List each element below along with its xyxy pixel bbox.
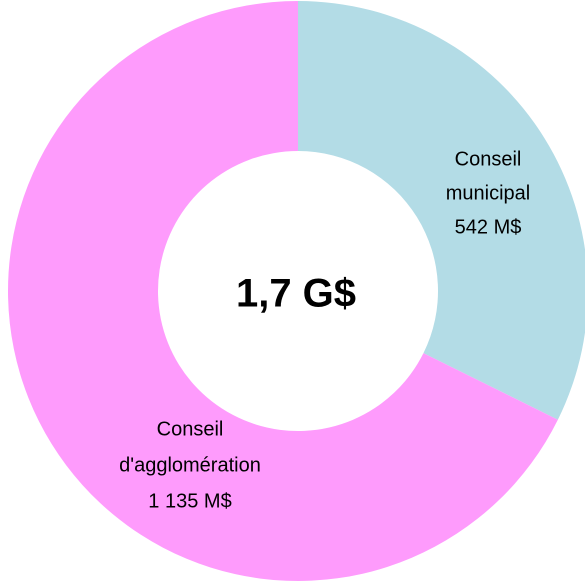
donut-slice [7, 1, 558, 581]
slice-label: Conseil d'agglomération 1 135 M$ [119, 418, 261, 512]
value-label: 542 M$ [455, 216, 522, 238]
value-label: 1 135 M$ [148, 490, 231, 512]
donut-slice [298, 1, 585, 420]
category-label: d'agglomération [119, 454, 261, 476]
slice-label: Conseil municipal 542 M$ [446, 148, 530, 238]
category-label: Conseil [455, 148, 522, 170]
category-label: municipal [446, 182, 530, 204]
center-label: 1,7 G$ [236, 272, 356, 316]
category-label: Conseil [157, 418, 224, 440]
